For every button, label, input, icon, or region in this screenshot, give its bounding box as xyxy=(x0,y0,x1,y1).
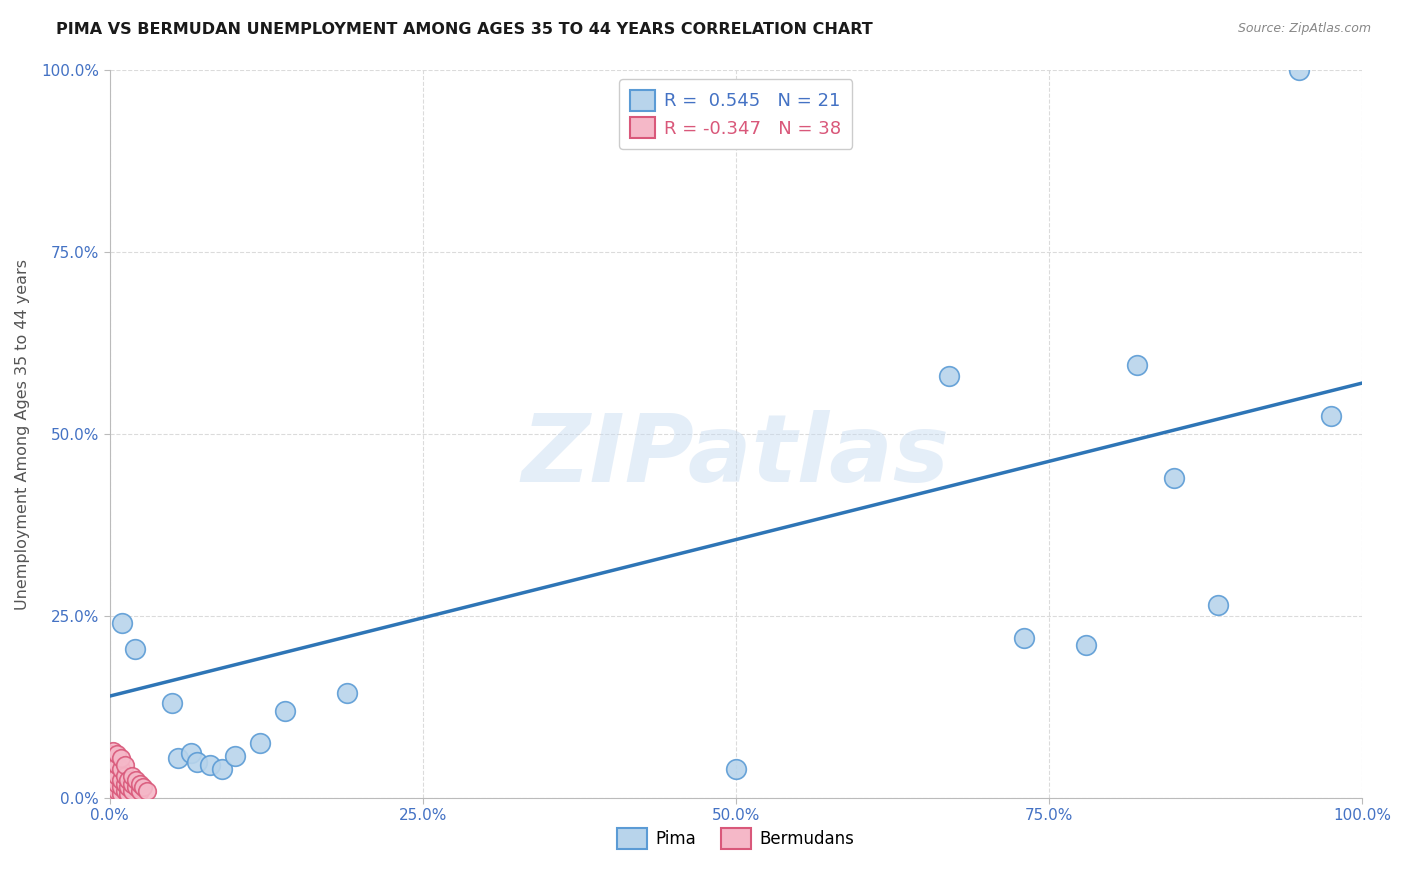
Point xyxy=(125,772,148,787)
Point xyxy=(724,762,747,776)
Point xyxy=(125,780,148,794)
Point xyxy=(105,776,128,790)
Point xyxy=(110,780,132,794)
Point xyxy=(121,776,143,790)
Point xyxy=(98,776,121,790)
Point xyxy=(110,788,132,802)
Point xyxy=(114,769,136,783)
Point xyxy=(98,784,121,798)
Point xyxy=(128,784,150,798)
Point xyxy=(1012,631,1035,645)
Point xyxy=(180,746,202,760)
Point xyxy=(105,769,128,783)
Point xyxy=(110,762,132,776)
Point xyxy=(117,772,139,787)
Point xyxy=(114,776,136,790)
Point xyxy=(105,758,128,772)
Point xyxy=(1125,358,1147,372)
Point xyxy=(124,641,146,656)
Point xyxy=(160,697,183,711)
Point xyxy=(121,769,143,783)
Point xyxy=(249,736,271,750)
Point xyxy=(1288,63,1310,78)
Point xyxy=(98,762,121,776)
Point xyxy=(128,776,150,790)
Point xyxy=(98,755,121,769)
Point xyxy=(136,784,159,798)
Point xyxy=(105,784,128,798)
Point xyxy=(1319,409,1341,423)
Text: ZIPatlas: ZIPatlas xyxy=(522,410,950,502)
Point xyxy=(103,755,125,769)
Point xyxy=(105,747,128,762)
Y-axis label: Unemployment Among Ages 35 to 44 years: Unemployment Among Ages 35 to 44 years xyxy=(15,259,30,609)
Point xyxy=(103,744,125,758)
Point xyxy=(114,784,136,798)
Point xyxy=(132,780,155,794)
Point xyxy=(1076,638,1098,652)
Point xyxy=(336,685,359,699)
Point xyxy=(167,751,190,765)
Point xyxy=(110,772,132,787)
Point xyxy=(224,748,246,763)
Point xyxy=(103,784,125,798)
Point xyxy=(114,758,136,772)
Point xyxy=(98,769,121,783)
Text: Source: ZipAtlas.com: Source: ZipAtlas.com xyxy=(1237,22,1371,36)
Point xyxy=(98,791,121,805)
Point xyxy=(117,780,139,794)
Point xyxy=(211,762,233,776)
Point xyxy=(111,616,134,631)
Point xyxy=(110,751,132,765)
Legend: R =  0.545   N = 21, R = -0.347   N = 38: R = 0.545 N = 21, R = -0.347 N = 38 xyxy=(619,79,852,149)
Point xyxy=(186,755,208,769)
Text: PIMA VS BERMUDAN UNEMPLOYMENT AMONG AGES 35 TO 44 YEARS CORRELATION CHART: PIMA VS BERMUDAN UNEMPLOYMENT AMONG AGES… xyxy=(56,22,873,37)
Point xyxy=(938,368,960,383)
Point xyxy=(1163,471,1185,485)
Point xyxy=(103,776,125,790)
Point xyxy=(1206,598,1229,612)
Point xyxy=(274,704,297,718)
Point xyxy=(98,747,121,762)
Point xyxy=(103,765,125,780)
Point xyxy=(121,784,143,798)
Point xyxy=(117,788,139,802)
Point xyxy=(198,758,221,772)
